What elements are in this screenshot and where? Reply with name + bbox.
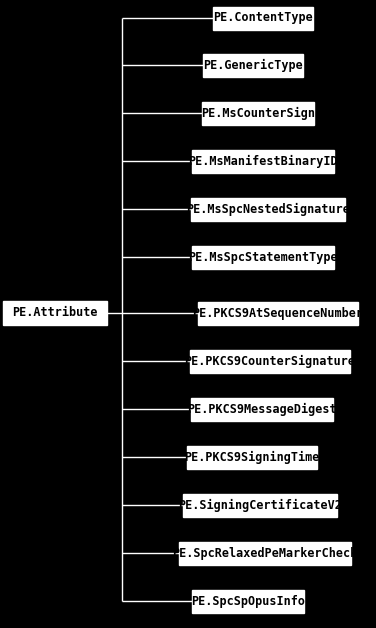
FancyBboxPatch shape [179, 541, 351, 565]
FancyBboxPatch shape [213, 6, 313, 30]
FancyBboxPatch shape [191, 398, 333, 421]
Text: PE.ContentType: PE.ContentType [213, 11, 313, 24]
Text: PE.PKCS9CounterSignature: PE.PKCS9CounterSignature [185, 354, 355, 367]
FancyBboxPatch shape [203, 53, 303, 77]
Text: PE.MsCounterSign: PE.MsCounterSign [201, 107, 315, 119]
Text: PE.SpcRelaxedPeMarkerCheck: PE.SpcRelaxedPeMarkerCheck [172, 546, 358, 560]
FancyBboxPatch shape [183, 494, 337, 516]
Text: PE.PKCS9SigningTime: PE.PKCS9SigningTime [184, 450, 320, 463]
Text: PE.SigningCertificateV2: PE.SigningCertificateV2 [178, 499, 342, 512]
FancyBboxPatch shape [192, 149, 334, 173]
FancyBboxPatch shape [187, 445, 317, 468]
Text: PE.Attribute: PE.Attribute [12, 306, 98, 320]
FancyBboxPatch shape [198, 301, 358, 325]
FancyBboxPatch shape [202, 102, 314, 124]
Text: PE.MsSpcStatementType: PE.MsSpcStatementType [188, 251, 338, 264]
FancyBboxPatch shape [192, 590, 304, 612]
Text: PE.SpcSpOpusInfo: PE.SpcSpOpusInfo [191, 595, 305, 607]
Text: PE.GenericType: PE.GenericType [203, 58, 303, 72]
Text: PE.MsSpcNestedSignature: PE.MsSpcNestedSignature [186, 202, 350, 215]
FancyBboxPatch shape [192, 246, 334, 269]
FancyBboxPatch shape [3, 301, 107, 325]
Text: PE.MsManifestBinaryID: PE.MsManifestBinaryID [188, 154, 338, 168]
FancyBboxPatch shape [191, 197, 345, 220]
Text: PE.PKCS9MessageDigest: PE.PKCS9MessageDigest [187, 403, 337, 416]
FancyBboxPatch shape [190, 350, 350, 372]
Text: PE.PKCS9AtSequenceNumber: PE.PKCS9AtSequenceNumber [193, 306, 364, 320]
